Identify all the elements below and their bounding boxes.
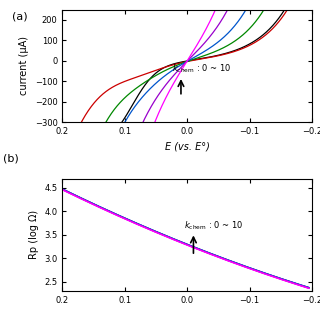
Text: (b): (b)	[3, 153, 19, 164]
Text: $k_{\rm chem}$ : 0 ~ 10: $k_{\rm chem}$ : 0 ~ 10	[172, 62, 231, 75]
Text: $k_{\rm chem}$ : 0 ~ 10: $k_{\rm chem}$ : 0 ~ 10	[184, 219, 243, 232]
Text: (a): (a)	[12, 12, 28, 22]
X-axis label: E (vs. E°): E (vs. E°)	[165, 142, 210, 152]
Y-axis label: Rp (log Ω): Rp (log Ω)	[29, 210, 39, 260]
Y-axis label: current (μA): current (μA)	[19, 36, 29, 95]
